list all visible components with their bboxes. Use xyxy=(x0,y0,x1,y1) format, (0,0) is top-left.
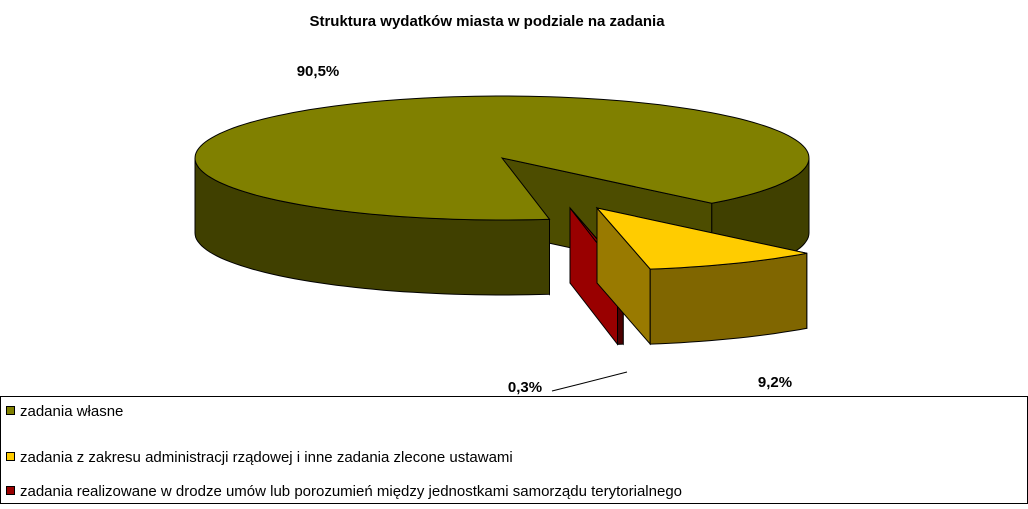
data-label: 0,3% xyxy=(508,379,542,396)
legend-swatch xyxy=(6,486,15,495)
slice xyxy=(595,207,807,270)
legend-swatch xyxy=(6,452,15,461)
data-label: 9,2% xyxy=(758,374,792,391)
legend-label: zadania z zakresu administracji rządowej… xyxy=(20,449,513,466)
legend-label: zadania własne xyxy=(20,403,123,420)
legend-swatch xyxy=(6,406,15,415)
legend-box xyxy=(0,396,1028,504)
legend-label: zadania realizowane w drodze umów lub po… xyxy=(20,483,682,500)
leader-line xyxy=(551,371,628,392)
chart-title: Struktura wydatków miasta w podziale na … xyxy=(309,13,665,30)
slice xyxy=(194,95,810,221)
data-label: 90,5% xyxy=(297,63,340,80)
